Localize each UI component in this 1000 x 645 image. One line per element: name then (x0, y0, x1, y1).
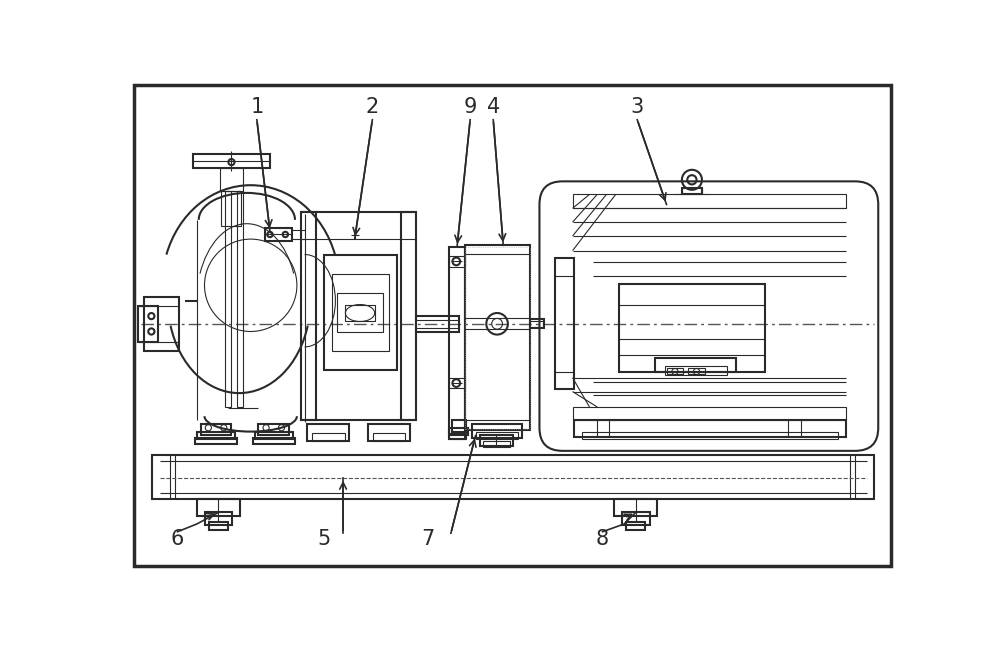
Bar (452, 420, 466, 432)
Text: 4: 4 (487, 97, 500, 117)
Bar (373, 433, 405, 441)
Bar (614, 499, 657, 516)
Bar (666, 368, 683, 374)
Bar (449, 428, 468, 435)
Text: 2: 2 (366, 97, 379, 117)
Bar (626, 522, 645, 530)
Bar (197, 432, 235, 439)
Bar (152, 455, 874, 499)
Bar (530, 319, 544, 328)
Bar (253, 438, 295, 444)
Bar (449, 378, 465, 388)
Bar (201, 424, 231, 435)
Bar (312, 433, 345, 441)
Bar (220, 168, 243, 192)
Bar (416, 316, 459, 332)
Text: 9: 9 (463, 97, 477, 117)
Bar (205, 512, 232, 525)
Bar (258, 424, 289, 435)
Bar (449, 433, 466, 439)
Bar (472, 424, 522, 438)
Bar (265, 228, 292, 241)
Bar (655, 359, 736, 372)
Bar (574, 420, 846, 437)
Bar (480, 435, 512, 446)
Bar (193, 154, 270, 168)
Bar (307, 424, 349, 441)
Bar (197, 499, 240, 516)
Bar (688, 368, 705, 374)
Text: 5: 5 (317, 530, 330, 550)
Bar (476, 432, 518, 439)
Bar (225, 192, 231, 407)
Bar (449, 247, 465, 439)
Bar (195, 438, 237, 444)
Text: 3: 3 (631, 97, 644, 117)
Text: 7: 7 (421, 530, 434, 550)
Bar (449, 256, 465, 267)
Bar (401, 212, 416, 420)
Text: 1: 1 (250, 97, 263, 117)
Bar (337, 293, 383, 332)
Bar (144, 297, 179, 351)
Bar (582, 432, 838, 439)
Bar (301, 212, 316, 420)
Bar (324, 255, 397, 370)
Bar (682, 188, 702, 194)
Bar (332, 273, 389, 351)
Bar (209, 522, 228, 530)
Bar (221, 192, 241, 226)
Bar (619, 284, 765, 372)
Bar (465, 245, 530, 430)
Bar (622, 512, 650, 525)
Bar (138, 306, 158, 341)
Bar (573, 194, 846, 208)
Bar (368, 424, 410, 441)
Text: 8: 8 (596, 530, 609, 550)
Bar (483, 441, 510, 447)
Bar (237, 192, 243, 407)
Bar (345, 304, 375, 321)
Bar (573, 407, 846, 420)
Bar (555, 259, 574, 389)
Bar (665, 366, 727, 375)
Bar (255, 432, 293, 439)
Text: 6: 6 (171, 530, 184, 550)
